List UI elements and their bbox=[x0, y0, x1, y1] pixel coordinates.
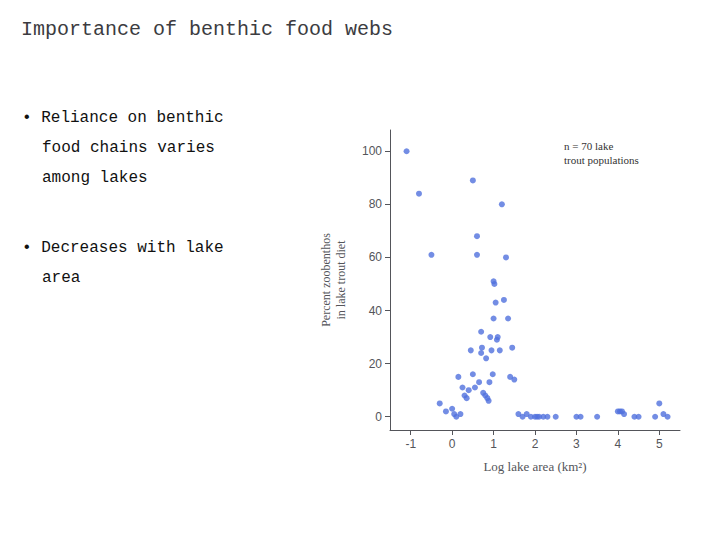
svg-text:100: 100 bbox=[362, 144, 382, 158]
svg-text:Importance of benthic food web: Importance of benthic food webs bbox=[21, 18, 393, 41]
svg-text:• Decreases with lake: • Decreases with lake bbox=[22, 239, 224, 257]
svg-text:2: 2 bbox=[532, 437, 539, 451]
svg-text:40: 40 bbox=[369, 304, 383, 318]
svg-text:4: 4 bbox=[615, 437, 622, 451]
svg-text:food chains varies: food chains varies bbox=[42, 139, 215, 157]
svg-text:5: 5 bbox=[656, 437, 663, 451]
svg-text:trout populations: trout populations bbox=[564, 154, 639, 166]
svg-text:area: area bbox=[42, 269, 81, 287]
svg-text:• Reliance on benthic: • Reliance on benthic bbox=[22, 109, 224, 127]
svg-text:Percent zoobenthos: Percent zoobenthos bbox=[319, 233, 333, 327]
svg-text:20: 20 bbox=[369, 357, 383, 371]
svg-text:-1: -1 bbox=[405, 437, 416, 451]
svg-text:Log lake area (km²): Log lake area (km²) bbox=[483, 459, 586, 474]
svg-text:0: 0 bbox=[375, 410, 382, 424]
svg-text:60: 60 bbox=[369, 250, 383, 264]
svg-text:3: 3 bbox=[573, 437, 580, 451]
svg-text:80: 80 bbox=[369, 197, 383, 211]
svg-text:1: 1 bbox=[490, 437, 497, 451]
svg-text:n = 70 lake: n = 70 lake bbox=[564, 140, 613, 152]
svg-text:in lake trout diet: in lake trout diet bbox=[334, 240, 348, 320]
svg-text:among lakes: among lakes bbox=[42, 169, 148, 187]
svg-text:0: 0 bbox=[449, 437, 456, 451]
